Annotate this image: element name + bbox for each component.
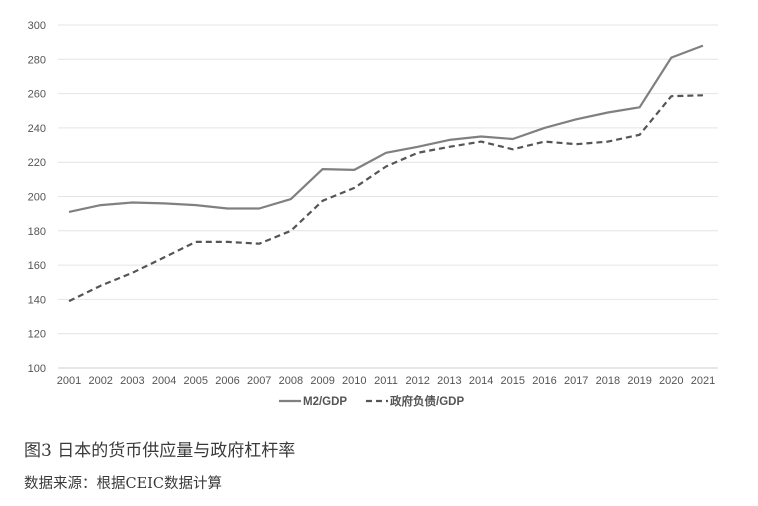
legend-label: M2/GDP (303, 396, 347, 408)
gridlines (58, 24, 718, 369)
x-tick-label: 2004 (152, 375, 176, 387)
x-tick-label: 2018 (596, 375, 620, 387)
x-tick-label: 2009 (310, 375, 334, 387)
y-tick-label: 140 (28, 294, 46, 306)
y-tick-label: 100 (28, 363, 46, 375)
x-tick-label: 2019 (627, 375, 651, 387)
series-lines (68, 44, 704, 303)
x-tick-label: 2020 (659, 375, 683, 387)
x-tick-label: 2017 (564, 375, 588, 387)
x-axis-ticks: 2001 2002 2003 2004 2005 2006 2007 2008 2009 2010… (57, 375, 715, 387)
y-tick-label: 220 (28, 157, 46, 169)
x-tick-label: 2015 (501, 375, 525, 387)
x-tick-label: 2008 (279, 375, 303, 387)
x-tick-label: 2010 (342, 375, 366, 387)
y-tick-label: 120 (28, 329, 46, 341)
y-tick-label: 160 (28, 260, 46, 272)
x-tick-label: 2016 (532, 375, 556, 387)
x-tick-label: 2002 (88, 375, 112, 387)
y-tick-label: 180 (28, 226, 46, 238)
x-tick-label: 2006 (215, 375, 239, 387)
x-tick-label: 2013 (437, 375, 461, 387)
y-tick-label: 200 (28, 192, 46, 204)
figure-caption: 图3 日本的货币供应量与政府杠杆率 (24, 441, 296, 461)
x-tick-label: 2014 (469, 375, 493, 387)
x-tick-label: 2001 (57, 375, 81, 387)
x-tick-label: 2005 (184, 375, 208, 387)
series-line-m2-gdp (68, 44, 704, 213)
x-tick-label: 2012 (405, 375, 429, 387)
y-axis-ticks: 100 120 140 160 180 200 220 240 260 280 300 (28, 20, 46, 375)
y-tick-label: 260 (28, 89, 46, 101)
x-tick-label: 2021 (691, 375, 715, 387)
y-tick-label: 240 (28, 123, 46, 135)
x-tick-label: 2007 (247, 375, 271, 387)
x-tick-label: 2011 (374, 375, 398, 387)
legend: M2/GDP 政府负债/GDP (279, 394, 464, 408)
y-tick-label: 300 (28, 20, 46, 32)
legend-label: 政府负债/GDP (390, 394, 464, 408)
series-line-government-debt-gdp (68, 94, 704, 303)
y-tick-label: 280 (28, 54, 46, 66)
x-tick-label: 2003 (120, 375, 144, 387)
source-note: 数据来源：根据CEIC数据计算 (24, 476, 223, 492)
